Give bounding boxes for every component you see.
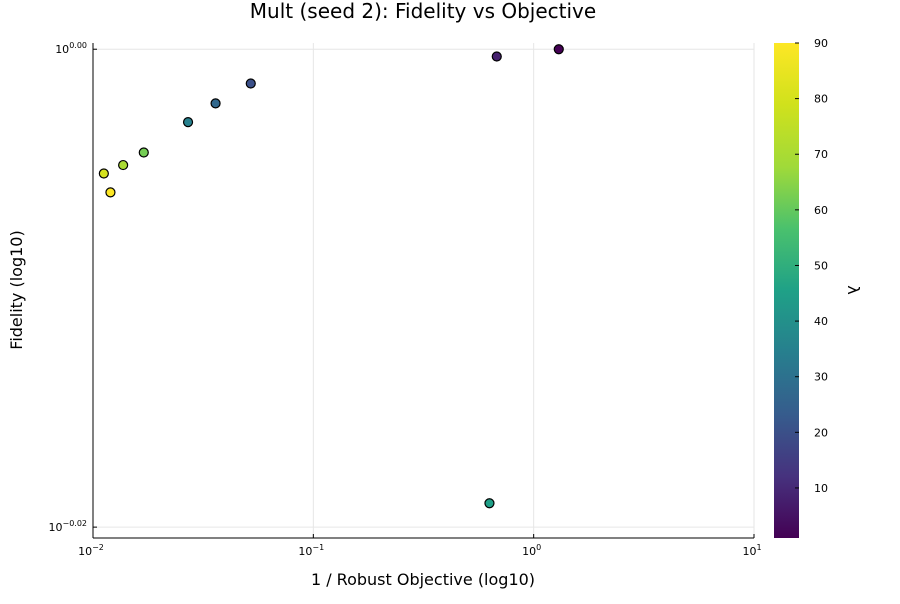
y-axis-ticks: 100.00 10−0.02 xyxy=(48,41,97,534)
grid-lines xyxy=(93,43,755,538)
colorbar-tick-label: 70 xyxy=(814,148,828,161)
data-point xyxy=(105,187,116,198)
x-tick-label: 100 xyxy=(522,543,541,558)
x-tick-label: 10−1 xyxy=(298,543,324,558)
colorbar-tick-label: 50 xyxy=(814,259,828,272)
y-axis-title: Fidelity (log10) xyxy=(7,230,26,349)
data-point xyxy=(553,44,564,55)
colorbar-tick-label: 30 xyxy=(814,371,828,384)
data-point xyxy=(484,498,495,509)
colorbar-tick-label: 90 xyxy=(814,37,828,50)
data-point xyxy=(182,117,194,128)
colorbar xyxy=(774,43,799,538)
y-tick-label: 10−0.02 xyxy=(48,519,87,534)
colorbar-tick-label: 40 xyxy=(814,315,828,328)
x-axis-title: 1 / Robust Objective (log10) xyxy=(311,570,535,589)
data-point xyxy=(245,78,256,89)
x-tick-label: 10−2 xyxy=(78,543,104,558)
colorbar-tick-label: 80 xyxy=(814,93,828,106)
chart-title: Mult (seed 2): Fidelity vs Objective xyxy=(250,0,596,23)
data-point xyxy=(138,147,149,158)
data-point xyxy=(98,168,109,179)
data-points xyxy=(98,44,564,509)
data-point xyxy=(118,159,129,171)
colorbar-tick-label: 20 xyxy=(814,426,828,439)
data-point xyxy=(491,51,502,62)
y-tick-label: 100.00 xyxy=(55,41,87,56)
colorbar-tick-label: 60 xyxy=(814,204,828,217)
x-tick-label: 101 xyxy=(742,543,761,558)
colorbar-tick-label: 10 xyxy=(814,482,828,495)
data-point xyxy=(210,98,221,109)
colorbar-label: λ xyxy=(844,285,863,294)
colorbar-ticks: 10 20 30 40 50 60 70 80 90 xyxy=(795,37,828,495)
